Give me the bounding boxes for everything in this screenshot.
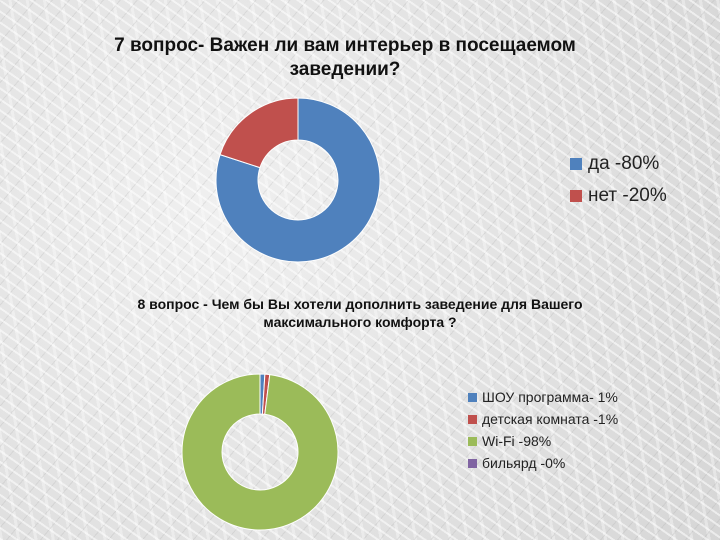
legend-label: нет -20%: [588, 185, 667, 206]
legend-swatch: [468, 414, 477, 424]
chart-legend: ШОУ программа- 1% детская комната -1% Wi…: [468, 386, 618, 474]
donut-slice: [219, 97, 299, 169]
legend-label: ШОУ программа- 1%: [482, 389, 618, 405]
chart-comfort-question: 8 вопрос - Чем бы Вы хотели дополнить за…: [0, 290, 720, 540]
legend-item: да -80%: [570, 148, 667, 180]
chart-title: 8 вопрос - Чем бы Вы хотели дополнить за…: [137, 296, 583, 330]
donut-chart: [215, 97, 381, 263]
legend-swatch: [570, 190, 582, 202]
legend-label: детская комната -1%: [482, 411, 619, 427]
legend-swatch: [468, 458, 477, 468]
chart-legend: да -80% нет -20%: [570, 148, 667, 212]
legend-label: Wi-Fi -98%: [482, 433, 552, 449]
chart-title: 7 вопрос- Важен ли вам интерьер в посеща…: [114, 35, 576, 80]
chart-interior-question: 7 вопрос- Важен ли вам интерьер в посеща…: [114, 35, 667, 263]
donut-slice: [215, 97, 381, 263]
legend-label: бильярд -0%: [482, 455, 566, 471]
legend-item: Wi-Fi -98%: [468, 430, 618, 452]
legend-item: детская комната -1%: [468, 408, 618, 430]
legend-label: да -80%: [588, 153, 660, 174]
donut-chart: [181, 373, 339, 531]
legend-swatch: [468, 436, 477, 446]
donut-slice: [181, 373, 339, 531]
legend-item: бильярд -0%: [468, 452, 618, 474]
legend-swatch: [468, 392, 477, 402]
legend-swatch: [570, 158, 582, 170]
legend-item: ШОУ программа- 1%: [468, 386, 618, 408]
legend-item: нет -20%: [570, 180, 667, 212]
